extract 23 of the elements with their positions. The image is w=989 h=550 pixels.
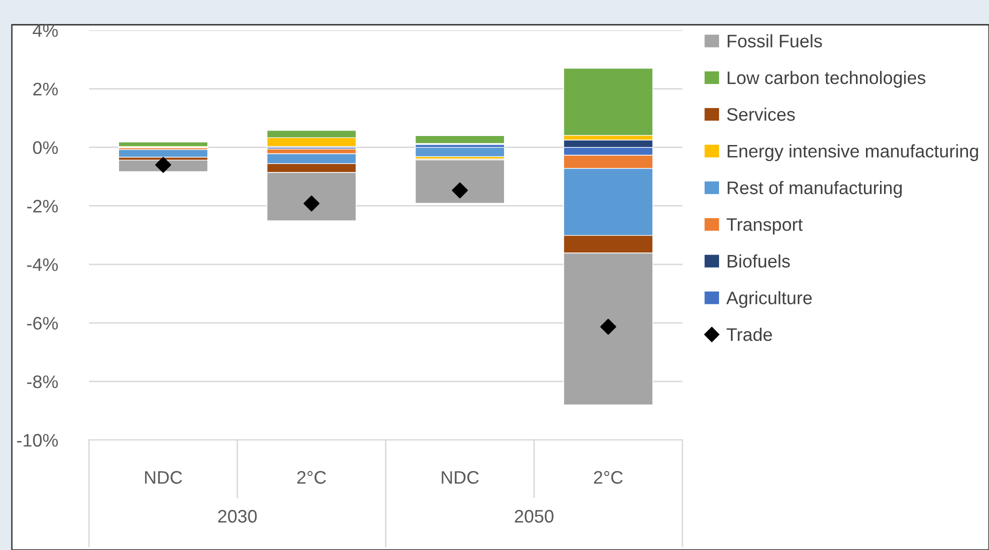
- x-tick-label: 2°C: [297, 471, 326, 484]
- legend-label: Transport: [726, 218, 803, 234]
- y-tick-label: -2%: [27, 200, 58, 213]
- legend-label: Services: [727, 108, 795, 121]
- y-tick-label: -10%: [17, 434, 58, 447]
- x-tick-label: NDC: [145, 471, 182, 484]
- y-tick-label: -4%: [27, 258, 58, 272]
- legend-label: Energy intensive manufacturing: [728, 144, 978, 162]
- y-tick-label: -8%: [27, 375, 58, 388]
- legend-label: Agriculture: [726, 291, 812, 308]
- x-tick-label: 2°C: [594, 471, 623, 484]
- y-tick-label: 4%: [32, 24, 58, 37]
- y-tick-label: -6%: [27, 316, 58, 330]
- legend-label: Biofuels: [728, 254, 790, 268]
- legend-label: Rest of manufacturing: [728, 180, 902, 198]
- y-tick-label: 0%: [33, 141, 58, 154]
- y-tick-label: 2%: [33, 82, 58, 96]
- legend-label: Fossil Fuels: [728, 34, 822, 48]
- x-tick-label: NDC: [442, 471, 479, 484]
- legend-label: Low carbon technologies: [728, 70, 926, 88]
- legend-label: Trade: [726, 328, 772, 342]
- text: 2030: [218, 510, 257, 523]
- text: 2050: [514, 510, 554, 523]
